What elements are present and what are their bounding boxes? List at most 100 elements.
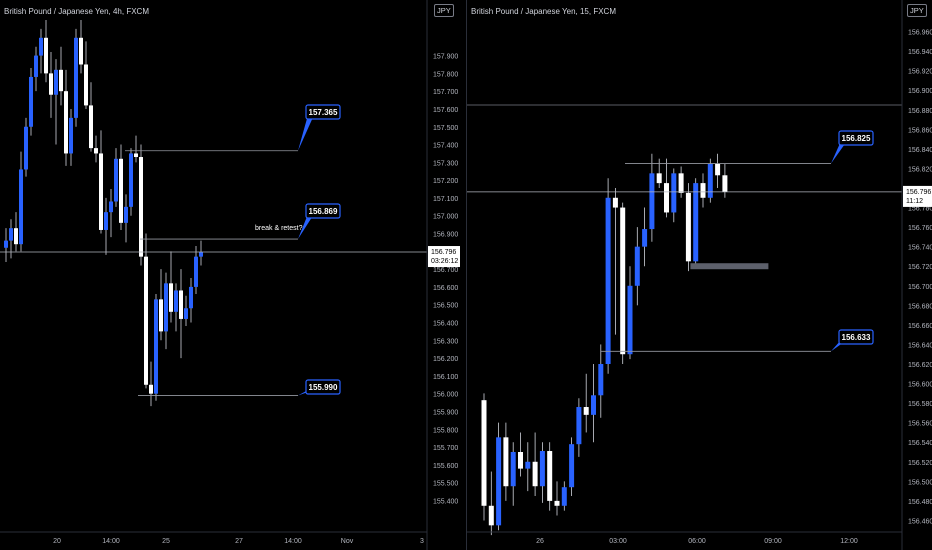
candle-body [59, 69, 63, 92]
x-tick-label: 06:00 [688, 538, 706, 545]
y-tick-label: 156.960 [908, 30, 932, 37]
y-tick-label: 156.600 [908, 382, 932, 389]
candle-body [569, 444, 575, 488]
y-tick-label: 155.900 [433, 409, 458, 416]
price-callout-label: 156.825 [842, 134, 871, 143]
annotation-text: break & retest? [255, 225, 303, 232]
y-tick-label: 157.900 [433, 54, 458, 61]
y-tick-label: 156.480 [908, 499, 932, 506]
x-tick-label: 20 [53, 538, 61, 545]
x-tick-label: 09:00 [764, 538, 782, 545]
last-price-tag [903, 185, 932, 207]
candle-body [49, 73, 53, 95]
chart-title: British Pound / Japanese Yen, 4h, FXCM [4, 7, 149, 16]
y-tick-label: 156.680 [908, 303, 932, 310]
currency-badge[interactable]: JPY [907, 4, 927, 17]
y-tick-label: 157.600 [433, 107, 458, 114]
candle-body [14, 228, 18, 245]
y-tick-label: 157.100 [433, 196, 458, 203]
y-tick-label: 156.820 [908, 166, 932, 173]
price-callout-box [838, 329, 874, 345]
y-tick-label: 156.700 [433, 267, 458, 274]
y-tick-label: 157.200 [433, 178, 458, 185]
price-callout-box [305, 104, 341, 120]
y-tick-label: 156.620 [908, 362, 932, 369]
candle-body [715, 163, 721, 176]
last-price-value: 156.796 [431, 249, 456, 256]
y-tick-label: 156.500 [908, 479, 932, 486]
candle-body [9, 228, 13, 241]
y-tick-label: 157.500 [433, 125, 458, 132]
candle-body [583, 407, 589, 415]
candle-body [488, 505, 494, 526]
chart-pane-4h[interactable]: 157.365 156.869 155.990 break & retest? 155.… [0, 0, 466, 550]
candlestick-chart-15m[interactable]: 156.825 156.633 156.460 156.480 156.500 156.5… [467, 0, 932, 550]
candle-body [518, 452, 523, 469]
y-tick-label: 157.800 [433, 71, 458, 78]
candle-body [656, 173, 662, 184]
y-tick-label: 155.600 [433, 463, 458, 470]
candle-body [119, 158, 123, 223]
candle-body [561, 487, 567, 506]
chart-pane-15m[interactable]: 156.825 156.633 156.460 156.480 156.500 156.5… [466, 0, 932, 550]
candle-body [496, 437, 502, 526]
candle-body [104, 212, 108, 230]
y-tick-label: 156.540 [908, 440, 932, 447]
callout-pointer [298, 214, 314, 240]
x-tick-label: 3 [420, 538, 424, 545]
candle-body [184, 308, 188, 319]
y-tick-label: 156.400 [433, 320, 458, 327]
candle-body [678, 173, 684, 193]
candle-body [79, 37, 83, 65]
y-tick-label: 157.300 [433, 160, 458, 167]
last-price-tag [428, 246, 460, 268]
x-tick-label: 14:00 [102, 538, 120, 545]
candle-body [34, 55, 38, 77]
currency-badge[interactable]: JPY [434, 4, 454, 17]
candle-body [114, 158, 118, 202]
candle-body [693, 183, 699, 262]
candle-body [612, 197, 618, 208]
y-tick-label: 156.300 [433, 338, 458, 345]
candle-body [44, 37, 48, 74]
candle-body [154, 299, 158, 394]
candle-body [144, 256, 148, 385]
y-tick-label: 156.000 [433, 392, 458, 399]
candle-body [481, 400, 487, 506]
x-tick-label: 26 [536, 538, 544, 545]
candle-body [24, 126, 28, 170]
candle-body [532, 461, 538, 487]
x-tick-label: 03:00 [609, 538, 627, 545]
y-tick-label: 156.100 [433, 374, 458, 381]
candle-body [722, 175, 728, 192]
y-tick-label: 156.880 [908, 108, 932, 115]
candle-body [671, 173, 677, 213]
y-tick-label: 156.580 [908, 401, 932, 408]
y-tick-label: 155.500 [433, 481, 458, 488]
y-tick-label: 156.720 [908, 264, 932, 271]
candle-body [199, 252, 203, 257]
candle-body [159, 299, 163, 332]
candle-body [503, 437, 509, 487]
price-callout-label: 156.869 [309, 207, 338, 216]
y-tick-label: 156.460 [908, 518, 932, 525]
y-tick-label: 156.520 [908, 460, 932, 467]
candle-body [139, 157, 143, 257]
candle-body [64, 91, 68, 154]
candle-body [19, 169, 23, 245]
candle-body [525, 461, 531, 469]
price-callout-label: 155.990 [309, 383, 338, 392]
candle-body [664, 183, 669, 213]
y-tick-label: 156.920 [908, 69, 932, 76]
candle-body [29, 76, 33, 127]
y-tick-label: 156.700 [908, 284, 932, 291]
candle-body [94, 148, 98, 154]
candle-body [74, 37, 78, 118]
candle-body [642, 229, 648, 247]
y-tick-label: 156.940 [908, 49, 932, 56]
candle-body [510, 452, 516, 487]
candle-body [620, 207, 626, 355]
candlestick-chart-4h[interactable]: 157.365 156.869 155.990 break & retest? 155.… [0, 0, 466, 550]
price-callout-label: 156.633 [842, 333, 871, 342]
candle-body [169, 283, 173, 312]
